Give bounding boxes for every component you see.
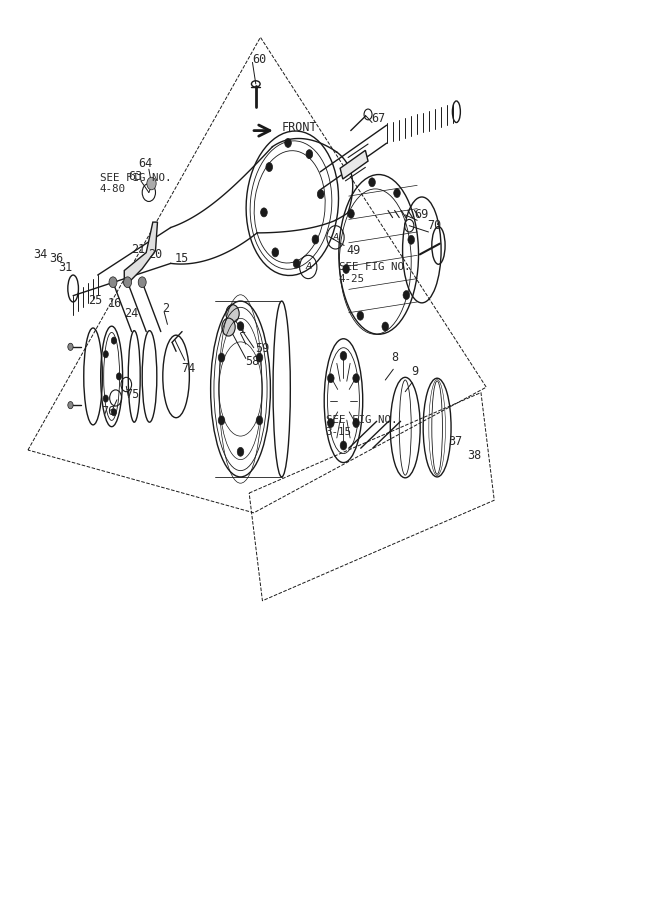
Circle shape (285, 139, 291, 148)
Text: 20: 20 (147, 248, 162, 261)
Circle shape (103, 395, 109, 402)
Circle shape (369, 178, 376, 187)
Text: 15: 15 (175, 252, 189, 266)
Text: 16: 16 (108, 297, 122, 310)
Circle shape (138, 277, 146, 288)
Text: 59: 59 (255, 342, 269, 356)
Circle shape (111, 409, 117, 416)
Text: FRONT: FRONT (281, 122, 317, 134)
Text: 64: 64 (138, 158, 153, 170)
Text: SEE FIG NO.
4-25: SEE FIG NO. 4-25 (339, 263, 410, 284)
Text: 8: 8 (391, 351, 398, 364)
Circle shape (147, 177, 156, 190)
Text: A: A (305, 263, 311, 272)
Text: SEE FIG NO.
3-15: SEE FIG NO. 3-15 (325, 415, 397, 436)
Circle shape (312, 235, 319, 244)
Circle shape (340, 351, 347, 360)
Text: 49: 49 (346, 244, 361, 257)
Text: 74: 74 (181, 362, 196, 375)
Circle shape (218, 416, 225, 425)
Circle shape (340, 441, 347, 450)
Text: 2: 2 (162, 302, 169, 315)
Text: 67: 67 (371, 112, 385, 125)
Circle shape (394, 189, 400, 198)
Circle shape (382, 322, 389, 331)
Circle shape (116, 373, 121, 380)
Circle shape (68, 343, 73, 350)
Circle shape (256, 416, 263, 425)
Circle shape (222, 318, 235, 336)
Text: 69: 69 (414, 208, 428, 220)
Circle shape (348, 210, 354, 218)
Circle shape (266, 163, 273, 172)
Circle shape (343, 265, 350, 274)
Circle shape (109, 277, 117, 288)
Polygon shape (124, 222, 157, 285)
Circle shape (237, 447, 244, 456)
Circle shape (353, 374, 360, 382)
Circle shape (408, 235, 414, 244)
Text: 37: 37 (448, 436, 462, 448)
Circle shape (226, 305, 239, 322)
Circle shape (306, 149, 313, 158)
Circle shape (353, 418, 360, 427)
Circle shape (261, 208, 267, 217)
Text: SEE FIG NO.
4-80: SEE FIG NO. 4-80 (99, 173, 171, 194)
Circle shape (293, 259, 300, 268)
Circle shape (68, 401, 73, 409)
Circle shape (256, 353, 263, 362)
Text: 31: 31 (58, 261, 72, 274)
Text: 58: 58 (245, 355, 259, 368)
Circle shape (218, 353, 225, 362)
Circle shape (327, 374, 334, 382)
Text: 1: 1 (238, 323, 245, 337)
Circle shape (123, 277, 131, 288)
Text: 60: 60 (252, 53, 266, 67)
Text: 76: 76 (101, 405, 115, 418)
Text: 24: 24 (125, 307, 139, 320)
Text: 75: 75 (125, 388, 139, 400)
Text: 9: 9 (411, 365, 418, 378)
Circle shape (403, 291, 410, 300)
Text: 21: 21 (131, 243, 145, 256)
Text: 38: 38 (467, 449, 482, 462)
Circle shape (237, 321, 244, 330)
Polygon shape (340, 150, 368, 179)
Circle shape (103, 351, 109, 358)
Circle shape (272, 248, 279, 256)
Circle shape (111, 337, 117, 344)
Text: 70: 70 (428, 220, 442, 232)
Text: 34: 34 (33, 248, 48, 261)
Text: 63: 63 (129, 170, 143, 183)
Text: A: A (332, 233, 339, 242)
Circle shape (327, 418, 334, 427)
Circle shape (317, 190, 324, 199)
Text: 36: 36 (49, 252, 63, 266)
Text: 25: 25 (88, 293, 102, 307)
Circle shape (357, 311, 364, 320)
